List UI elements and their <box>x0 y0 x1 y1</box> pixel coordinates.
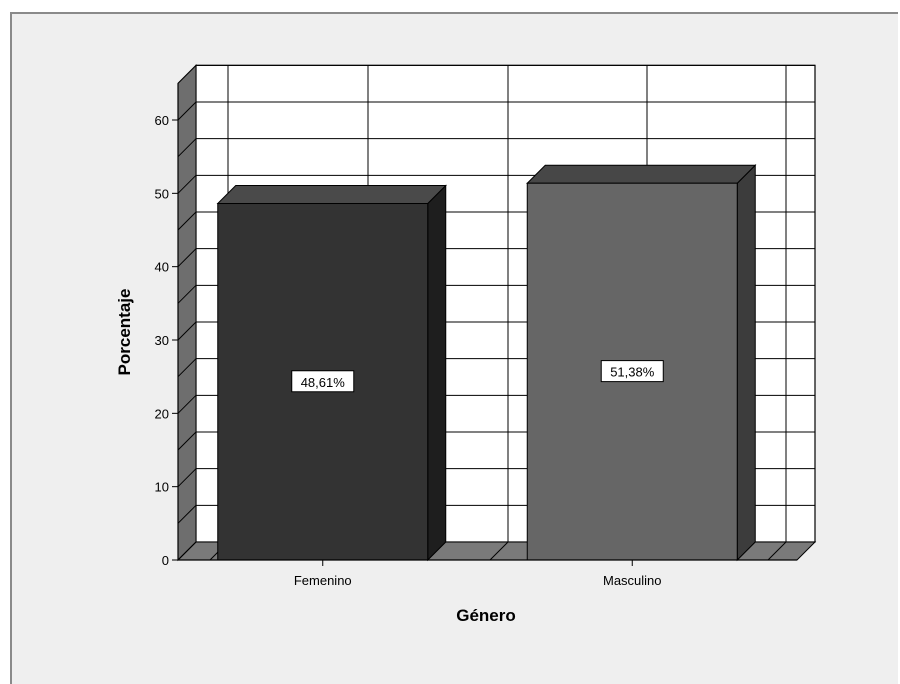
bar-masculino: 51,38% <box>527 165 755 560</box>
y-tick-label: 10 <box>155 480 169 495</box>
x-axis: Femenino Masculino <box>178 560 797 588</box>
y-tick-label: 40 <box>155 260 169 275</box>
bar-side <box>428 186 446 560</box>
bar-side <box>737 165 755 560</box>
x-tick-label: Masculino <box>603 573 662 588</box>
x-axis-title: Género <box>456 606 516 625</box>
side-wall <box>178 65 196 560</box>
y-axis-title: Porcentaje <box>115 289 134 376</box>
y-axis: 0 10 20 30 40 50 60 <box>155 83 178 568</box>
bar-femenino: 48,61% <box>218 186 446 560</box>
bar-top <box>218 186 446 204</box>
bar-top <box>527 165 755 183</box>
y-tick-label: 60 <box>155 113 169 128</box>
y-tick-label: 30 <box>155 333 169 348</box>
data-label: 48,61% <box>301 375 346 390</box>
y-tick-label: 50 <box>155 186 169 201</box>
data-label: 51,38% <box>610 365 655 380</box>
y-tick-label: 20 <box>155 406 169 421</box>
y-tick-label: 0 <box>162 553 169 568</box>
x-tick-label: Femenino <box>294 573 352 588</box>
